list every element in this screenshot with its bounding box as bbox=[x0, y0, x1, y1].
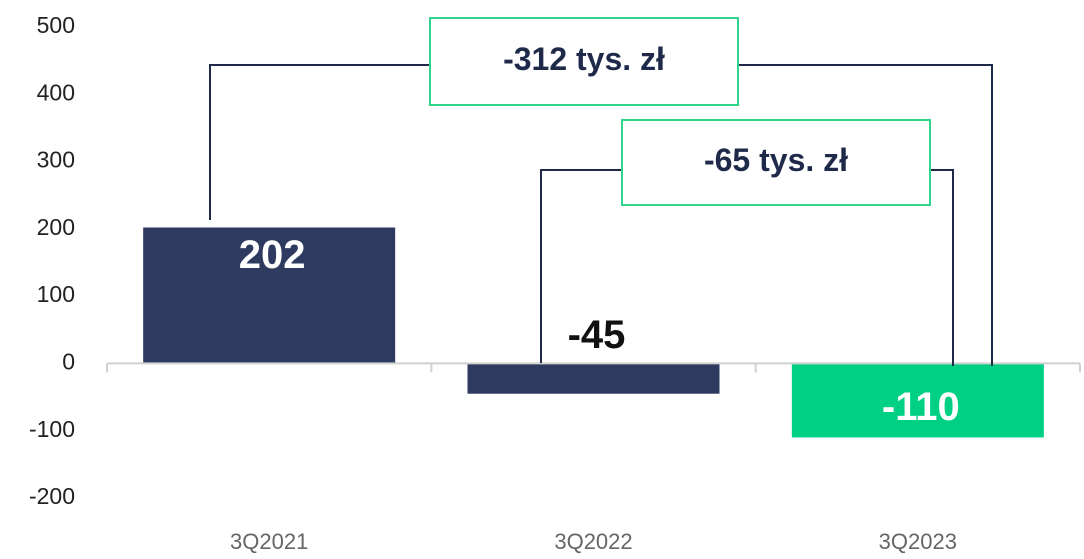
y-tick-label: -200 bbox=[29, 483, 75, 509]
y-tick-label: 300 bbox=[37, 147, 75, 173]
y-tick-label: 400 bbox=[37, 79, 75, 105]
y-tick-label: 100 bbox=[37, 281, 75, 307]
x-tick-label: 3Q2021 bbox=[230, 529, 308, 554]
value-label: -110 bbox=[882, 385, 960, 429]
y-tick-label: 500 bbox=[37, 12, 75, 38]
bar bbox=[143, 227, 396, 364]
bar bbox=[467, 363, 720, 394]
annotation-box bbox=[429, 17, 739, 106]
value-label: -45 bbox=[568, 313, 626, 357]
y-tick-label: 0 bbox=[62, 349, 75, 375]
x-tick-label: 3Q2022 bbox=[554, 529, 632, 554]
value-label: 202 bbox=[239, 233, 306, 277]
annotation: -65 tys. zł bbox=[704, 142, 848, 178]
y-tick-label: -100 bbox=[29, 416, 75, 442]
annotation: -312 tys. zł bbox=[503, 41, 665, 77]
bar bbox=[791, 363, 1044, 438]
y-tick-label: 200 bbox=[37, 214, 75, 240]
x-tick-label: 3Q2023 bbox=[879, 529, 957, 554]
annotation-box bbox=[621, 119, 931, 206]
